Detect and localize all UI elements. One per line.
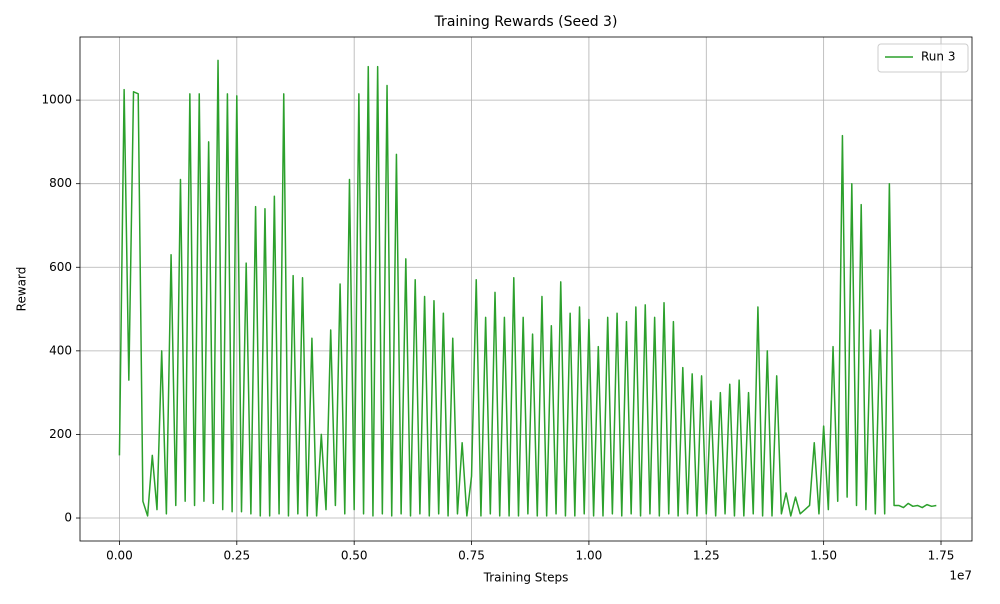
y-tick-label: 400: [49, 343, 72, 357]
x-tick-label: 0.25: [223, 549, 250, 563]
y-axis-label: Reward: [15, 267, 29, 312]
x-tick-label: 1.25: [693, 549, 720, 563]
y-tick-label: 0: [64, 511, 72, 525]
x-tick-label: 1.00: [576, 549, 603, 563]
x-axis-label: Training Steps: [483, 571, 569, 585]
x-tick-label: 0.75: [458, 549, 485, 563]
chart-title: Training Rewards (Seed 3): [434, 14, 618, 30]
legend-box: [877, 43, 969, 73]
x-tick-label: 0.50: [341, 549, 368, 563]
y-tick-label: 800: [49, 176, 72, 190]
plot-frame: [79, 36, 973, 542]
data-line: [118, 59, 937, 517]
x-tick-label: 1.50: [810, 549, 837, 563]
y-tick-label: 600: [49, 260, 72, 274]
legend-label: Run 3: [921, 50, 955, 64]
x-offset-label: 1e7: [949, 569, 972, 583]
y-tick-label: 200: [49, 427, 72, 441]
x-tick-label: 1.75: [928, 549, 955, 563]
y-tick-label: 1000: [41, 93, 72, 107]
x-tick-label: 0.00: [106, 549, 133, 563]
